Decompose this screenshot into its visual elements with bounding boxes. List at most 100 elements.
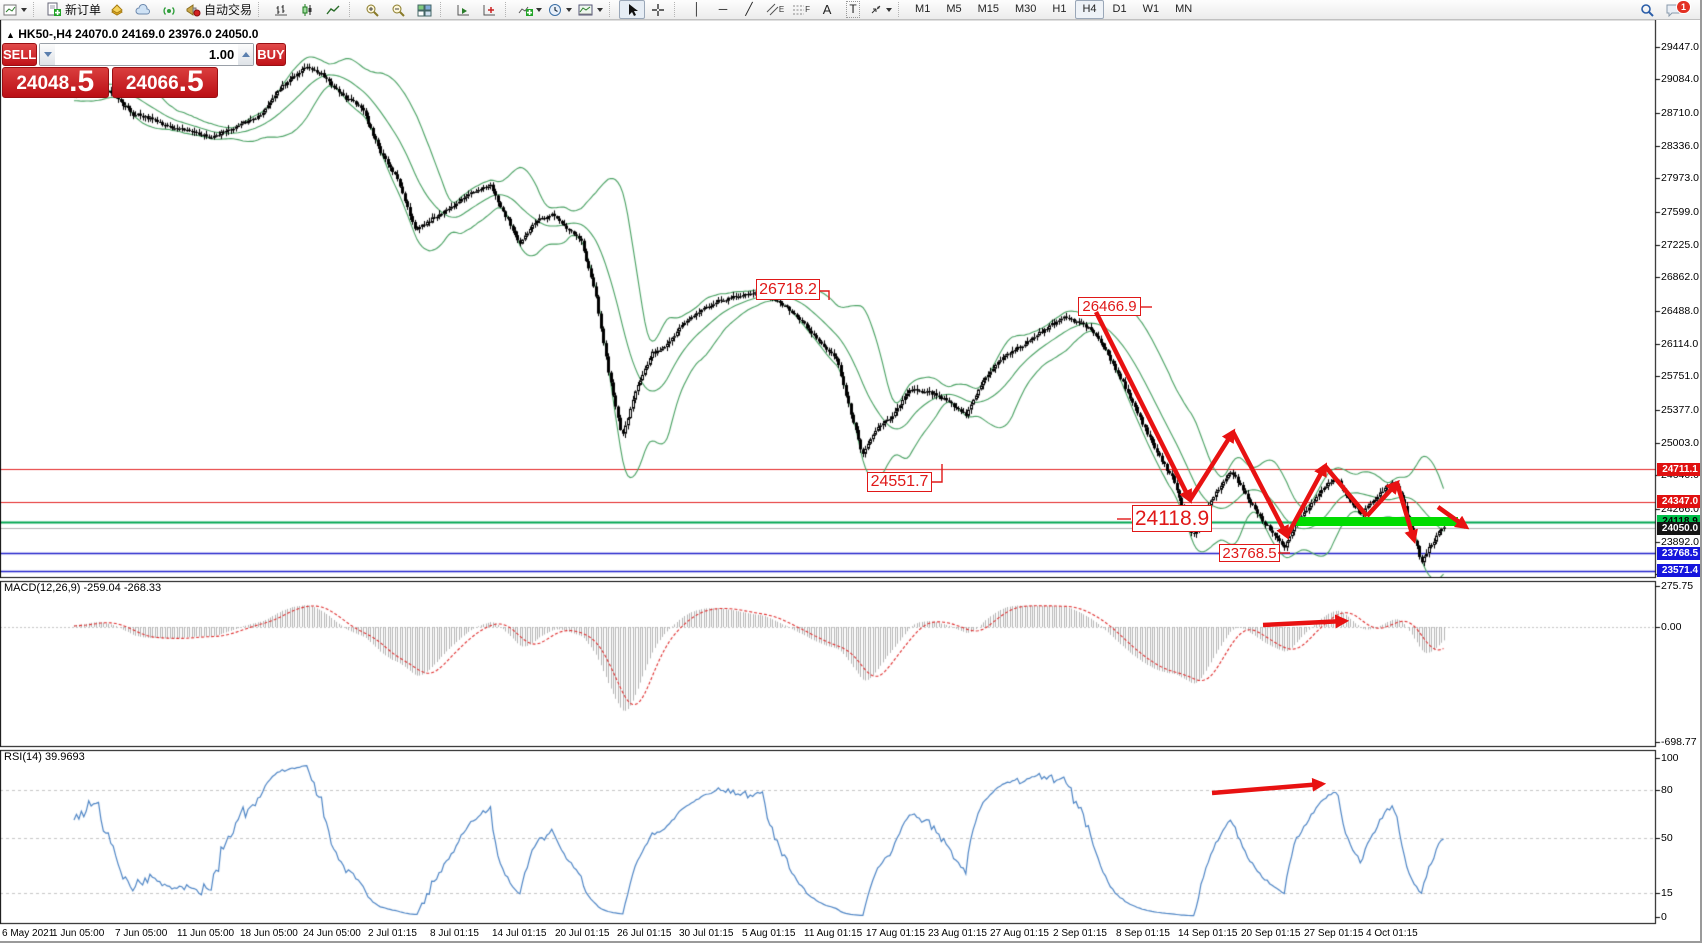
zoom-in-icon	[366, 4, 379, 17]
text-tool-icon: A	[822, 2, 832, 17]
price-axis-tick: 25377.0	[1661, 403, 1699, 416]
buy-price-main: 24066	[125, 73, 179, 94]
signals-button[interactable]	[156, 0, 182, 19]
search-button[interactable]	[1634, 0, 1660, 19]
price-annotation-24551.7[interactable]: 24551.7	[867, 472, 932, 492]
rsi-axis-tick: 100	[1661, 752, 1679, 764]
price-annotation-24118.9[interactable]: 24118.9	[1132, 505, 1212, 532]
channel-tool-button[interactable]: E	[762, 0, 788, 19]
date-axis-label: 11 Jun 05:00	[177, 928, 235, 939]
horizontal-line-tool-button[interactable]: ─	[710, 0, 736, 19]
zoom-in-button[interactable]	[359, 0, 385, 19]
timeframe-button-H4[interactable]: H4	[1075, 0, 1104, 19]
crosshair-tool-button[interactable]	[645, 0, 671, 19]
timeframe-button-M1[interactable]: M1	[915, 3, 931, 15]
rsi-axis-tick: 50	[1661, 831, 1673, 844]
autotrading-button[interactable]: 自动交易	[182, 0, 255, 19]
date-axis-label: 27 Aug 01:15	[990, 928, 1049, 939]
volume-input[interactable]	[55, 44, 239, 65]
autotrading-icon	[186, 3, 201, 16]
date-axis-label: 8 Jul 01:15	[430, 928, 479, 939]
new-order-button[interactable]: 新订单	[43, 0, 104, 19]
price-axis-tick: 27973.0	[1661, 172, 1699, 185]
date-axis-label: 6 May 2021	[2, 928, 55, 939]
volume-increase-button[interactable]	[238, 44, 254, 65]
date-axis-label: 17 Aug 01:15	[866, 928, 925, 939]
ohlc-values: 24070.0 24169.0 23976.0 24050.0	[74, 27, 259, 41]
volume-decrease-button[interactable]	[40, 44, 56, 65]
candlestick-mode-button[interactable]	[294, 0, 320, 19]
date-axis-label: 20 Jul 01:15	[555, 928, 610, 939]
date-axis-label: 8 Sep 01:15	[1116, 928, 1170, 939]
date-axis-label: 2 Jul 01:15	[368, 928, 417, 939]
price-annotation-26718.2[interactable]: 26718.2	[756, 279, 820, 300]
templates-button[interactable]	[575, 0, 606, 19]
timeframe-button-MN[interactable]: MN	[1175, 3, 1193, 15]
date-axis-label: 14 Sep 01:15	[1178, 928, 1238, 939]
cursor-tool-button[interactable]	[619, 0, 646, 19]
tile-windows-button[interactable]	[411, 0, 437, 19]
fibonacci-label: F	[805, 5, 810, 14]
chart-shift-button[interactable]	[476, 0, 502, 19]
timeframe-toolbar: M1 M5 M15 M30 H1 H4 D1 W1 MN	[908, 0, 1199, 19]
buy-price-pips: .5	[178, 65, 204, 98]
trendline-icon: ╱	[745, 2, 753, 16]
price-badge-23768.5: 23768.5	[1657, 546, 1700, 560]
one-click-trading-panel: SELL BUY 24048.5 24066.5	[2, 43, 286, 98]
price-axis-tick: 29447.0	[1661, 41, 1699, 53]
market-watch-button[interactable]	[130, 0, 156, 19]
buy-price-display[interactable]: 24066.5	[111, 65, 218, 98]
indicators-button[interactable]	[515, 0, 545, 19]
price-badge-23571.4: 23571.4	[1657, 564, 1700, 578]
chevron-down-icon	[536, 7, 543, 12]
sell-label: SELL	[3, 47, 37, 62]
auto-scroll-button[interactable]	[450, 0, 476, 19]
price-annotation-26466.9[interactable]: 26466.9	[1078, 297, 1141, 316]
auto-scroll-icon	[457, 4, 469, 15]
toolbar-separator	[609, 2, 616, 17]
cloud-icon	[135, 3, 150, 14]
zoom-out-icon	[392, 4, 405, 17]
new-chart-icon	[3, 4, 17, 15]
text-tool-button[interactable]: A	[814, 0, 840, 19]
timeframe-button-D1[interactable]: D1	[1112, 3, 1127, 15]
date-axis-label: 27 Sep 01:15	[1304, 928, 1364, 939]
line-chart-mode-button[interactable]	[320, 0, 346, 19]
timeframe-button-M5[interactable]: M5	[946, 3, 962, 15]
macd-axis-tick: -698.77	[1661, 736, 1697, 748]
price-annotation-23768.5[interactable]: 23768.5	[1219, 544, 1280, 562]
main-toolbar: 新订单 自动交易	[0, 0, 1700, 20]
timeframe-button-H1[interactable]: H1	[1052, 3, 1067, 15]
timeframe-button-M30[interactable]: M30	[1015, 3, 1037, 15]
sell-button[interactable]: SELL	[2, 43, 38, 66]
history-center-button[interactable]	[104, 0, 130, 19]
notification-count-badge: 1	[1675, 0, 1691, 14]
collapse-arrow-icon[interactable]: ▲	[6, 30, 15, 40]
shapes-tool-button[interactable]	[866, 0, 895, 19]
notifications-button[interactable]: 1	[1660, 0, 1691, 19]
bar-chart-mode-button[interactable]	[268, 0, 294, 19]
spinner-up-icon	[241, 52, 250, 57]
indicators-icon	[518, 6, 534, 16]
history-center-icon	[110, 3, 123, 16]
buy-button[interactable]: BUY	[256, 43, 286, 66]
zoom-out-button[interactable]	[385, 0, 411, 19]
price-axis-tick: 27599.0	[1661, 205, 1699, 218]
rsi-axis-tick: 80	[1661, 783, 1673, 796]
fibonacci-icon	[793, 5, 805, 15]
sell-price-display[interactable]: 24048.5	[2, 67, 109, 98]
vertical-line-tool-button[interactable]: │	[684, 0, 710, 19]
text-label-tool-button[interactable]: T	[840, 0, 866, 19]
timeframe-button-M15[interactable]: M15	[977, 3, 999, 15]
trendline-tool-button[interactable]: ╱	[736, 0, 762, 19]
quote-line: ▲ HK50-,H4 24070.0 24169.0 23976.0 24050…	[6, 27, 258, 41]
spinner-down-icon	[43, 52, 52, 57]
fibonacci-tool-button[interactable]: F	[788, 0, 814, 19]
channel-label: E	[778, 5, 785, 14]
new-chart-button[interactable]	[0, 0, 30, 19]
macd-axis-tick: 0.00	[1661, 621, 1682, 633]
timeframe-button-W1[interactable]: W1	[1142, 3, 1160, 15]
periods-button[interactable]	[545, 0, 575, 19]
sell-price-pips: .5	[69, 65, 95, 98]
